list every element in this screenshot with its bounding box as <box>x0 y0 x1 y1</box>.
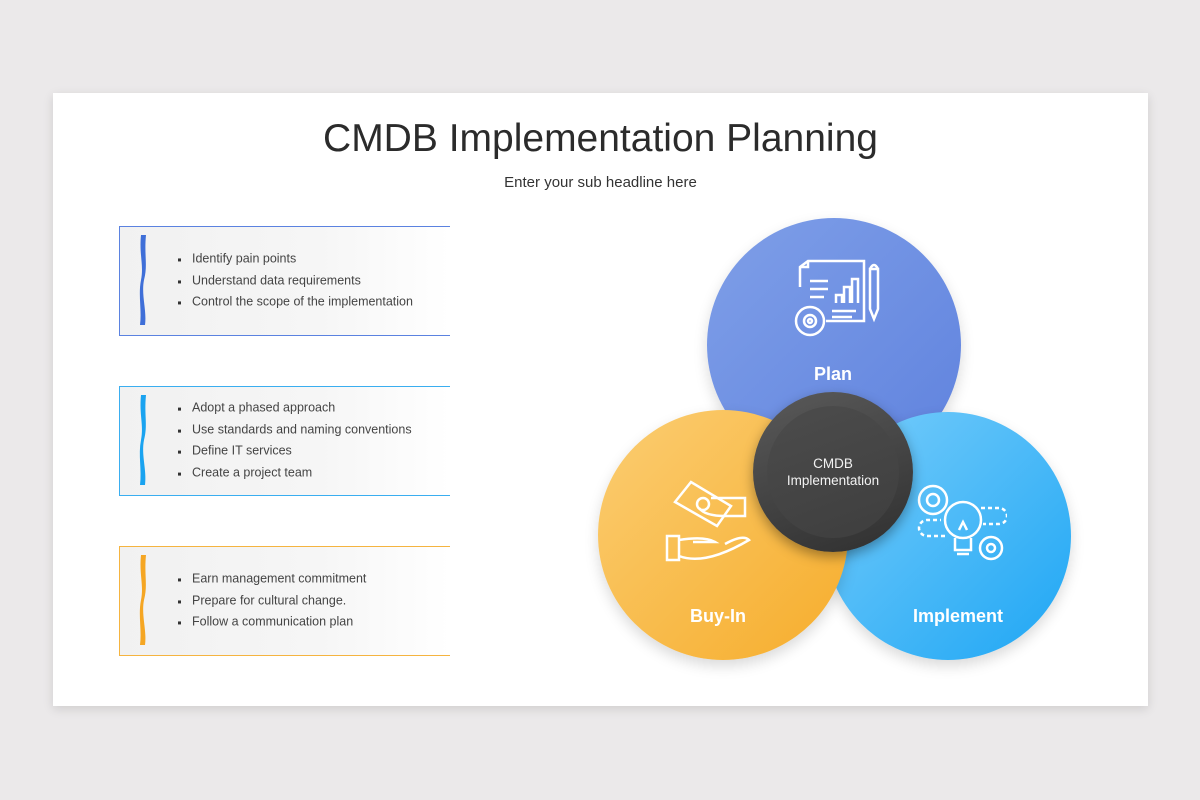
list-item: Define IT services <box>190 441 412 463</box>
list-item: Identify pain points <box>190 248 413 270</box>
wave-accent-icon <box>139 235 146 325</box>
bullet-box-implement: Adopt a phased approach Use standards an… <box>119 386 450 496</box>
bullet-box-buyin: Earn management commitment Prepare for c… <box>119 546 450 656</box>
lightbulb-gears-icon <box>917 484 1007 561</box>
center-label-line1: CMDB <box>813 456 853 471</box>
list-item: Earn management commitment <box>190 568 366 590</box>
list-item: Understand data requirements <box>190 270 413 292</box>
wave-accent-icon <box>139 555 146 645</box>
list-item: Follow a communication plan <box>190 612 366 634</box>
implement-label: Implement <box>912 606 1004 626</box>
money-hand-icon <box>665 480 752 562</box>
list-item: Use standards and naming conventions <box>190 419 412 441</box>
slide: CMDB Implementation Planning Enter your … <box>53 93 1148 706</box>
center-label-line2: Implementation <box>786 473 880 488</box>
planning-document-icon <box>794 259 880 337</box>
list-item: Control the scope of the implementation <box>190 292 413 314</box>
bullet-box-plan: Identify pain points Understand data req… <box>119 226 450 336</box>
buyin-label: Buy-In <box>690 606 746 626</box>
plan-label: Plan <box>813 364 852 384</box>
list-item: Prepare for cultural change. <box>190 590 366 612</box>
list-item: Create a project team <box>190 463 412 485</box>
center-hub: CMDB Implementation <box>753 392 913 552</box>
page-subtitle: Enter your sub headline here <box>504 174 697 191</box>
page-title: CMDB Implementation Planning <box>323 117 878 160</box>
list-item: Adopt a phased approach <box>190 398 412 420</box>
wave-accent-icon <box>139 395 146 485</box>
